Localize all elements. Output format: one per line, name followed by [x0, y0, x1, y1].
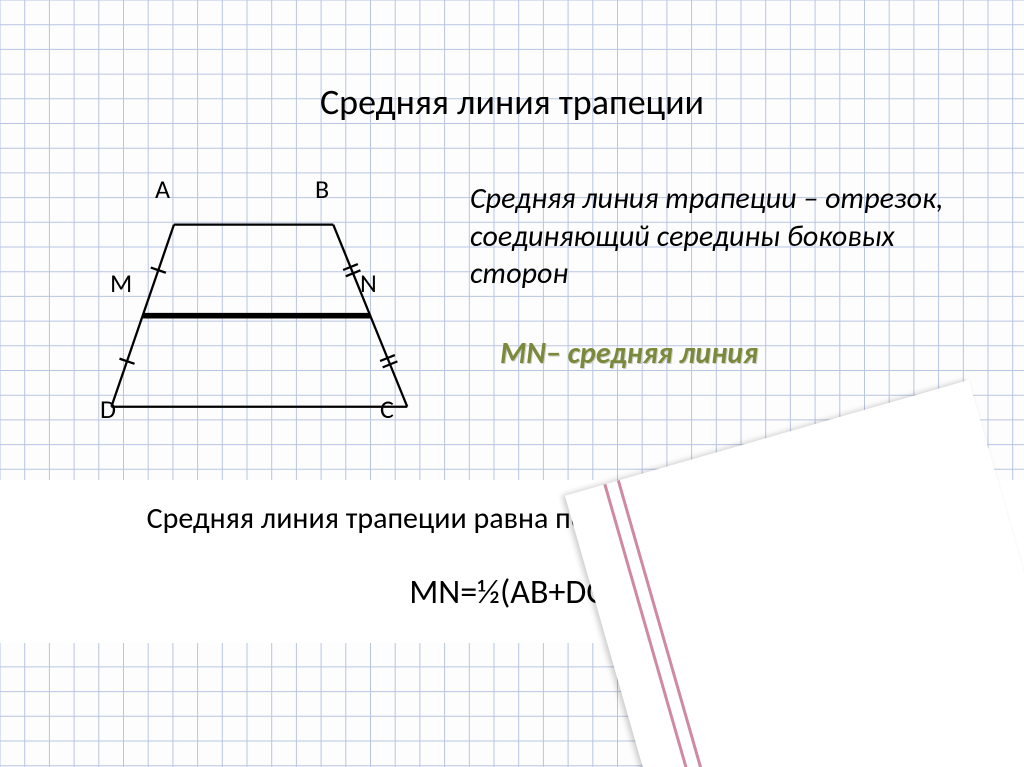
trapezoid-diagram: A B M N D C [100, 175, 430, 445]
vertex-M: M [110, 267, 132, 299]
page-title: Средняя линия трапеции [0, 80, 1024, 124]
vertex-C: C [380, 393, 394, 425]
vertex-D: D [100, 393, 116, 425]
definition-text: Средняя линия трапеции – отрезок, соедин… [470, 180, 970, 293]
vertex-A: A [155, 173, 170, 205]
vertex-B: B [315, 173, 329, 205]
vertex-N: N [360, 267, 377, 299]
midline-label: MN– средняя линия [500, 335, 758, 372]
